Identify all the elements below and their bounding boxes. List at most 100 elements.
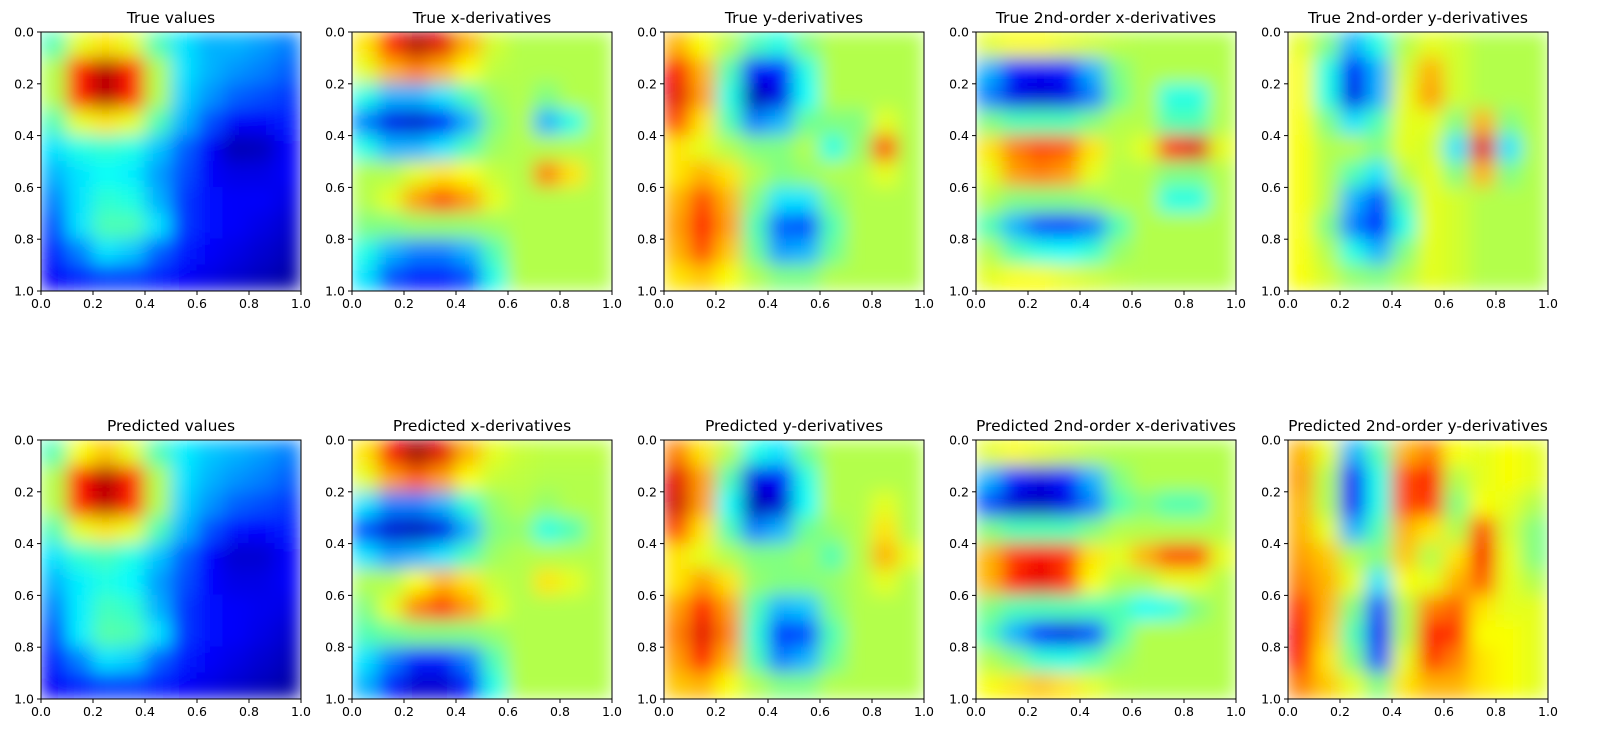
x-tick-label: 1.0 — [914, 296, 934, 311]
heatmap-cell — [767, 646, 795, 674]
heatmap-cell — [871, 83, 899, 111]
heatmap-cell — [92, 57, 120, 85]
heatmap-cell — [871, 264, 899, 291]
x-tick-label: 0.8 — [239, 704, 259, 719]
heatmap-cell — [559, 646, 587, 674]
heatmap-cell — [274, 264, 301, 291]
y-tick-label: 0.8 — [14, 232, 34, 247]
heatmap-cell — [741, 57, 769, 85]
heatmap-cell — [1183, 57, 1211, 85]
axes-frame — [975, 31, 1237, 292]
x-tick-label: 0.2 — [706, 704, 726, 719]
heatmap-cell — [1443, 161, 1471, 188]
heatmap-cell — [871, 238, 899, 266]
heatmap-cell — [455, 264, 483, 291]
heatmap-cell — [429, 264, 457, 291]
heatmap-cell — [1417, 135, 1445, 162]
heatmap-cell — [1001, 186, 1029, 214]
heatmap-cell — [352, 57, 379, 85]
heatmap-cell — [1521, 440, 1548, 467]
heatmap-cell — [689, 238, 717, 266]
heatmap-cell — [897, 212, 924, 240]
heatmap-cell — [1313, 646, 1341, 674]
heatmap-cell — [1313, 135, 1341, 162]
heatmap-cell — [403, 491, 431, 519]
y-tick-label: 0.2 — [14, 76, 34, 91]
heatmap-cell — [793, 32, 821, 59]
heatmap-cell — [403, 440, 431, 467]
heatmap-cell — [41, 83, 68, 111]
heatmap-cell — [1209, 161, 1236, 188]
heatmap-cell — [352, 440, 379, 467]
heatmap-cell — [1209, 569, 1236, 596]
heatmap-cell — [1288, 440, 1315, 467]
heatmap-cell — [170, 161, 198, 188]
heatmap-cell — [741, 620, 769, 648]
heatmap-cell — [819, 135, 847, 162]
heatmap — [352, 440, 612, 699]
heatmap-cell — [377, 135, 405, 162]
heatmap — [1288, 32, 1548, 291]
heatmap-cell — [1288, 57, 1315, 85]
heatmap-cell — [1105, 161, 1133, 188]
heatmap-cell — [248, 672, 276, 699]
heatmap-cell — [1443, 83, 1471, 111]
heatmap-cell — [196, 57, 224, 85]
heatmap-cell — [1469, 620, 1497, 648]
heatmap-cell — [352, 32, 379, 59]
heatmap-cell — [1053, 186, 1081, 214]
heatmap-cell — [689, 594, 717, 622]
heatmap-cell — [92, 646, 120, 674]
y-tick-label: 0.6 — [14, 180, 34, 195]
heatmap-cell — [1521, 32, 1548, 59]
heatmap-cell — [144, 517, 172, 545]
heatmap-cell — [1495, 212, 1523, 240]
heatmap-cell — [1495, 646, 1523, 674]
heatmap-cell — [1157, 32, 1185, 59]
heatmap-cell — [1053, 646, 1081, 674]
axes-frame — [40, 439, 302, 700]
heatmap-cell — [664, 32, 691, 59]
heatmap-cell — [1183, 465, 1211, 493]
heatmap-cell — [352, 569, 379, 596]
heatmap-cell — [1157, 543, 1185, 570]
heatmap-cell — [1313, 491, 1341, 519]
heatmap-cell — [66, 186, 94, 214]
heatmap-cell — [66, 440, 94, 467]
heatmap-cell — [1131, 543, 1159, 570]
heatmap-cell — [1079, 646, 1107, 674]
heatmap-cell — [274, 57, 301, 85]
heatmap-cell — [1105, 491, 1133, 519]
heatmap-cell — [845, 57, 873, 85]
heatmap-cell — [1417, 569, 1445, 596]
heatmap-cell — [1105, 569, 1133, 596]
heatmap-cell — [196, 161, 224, 188]
heatmap-cell — [585, 594, 612, 622]
heatmap-cell — [1495, 543, 1523, 570]
heatmap-cell — [352, 83, 379, 111]
heatmap-cell — [1027, 517, 1055, 545]
heatmap-cell — [1417, 646, 1445, 674]
y-tick-label: 0.6 — [949, 180, 969, 195]
heatmap-cell — [897, 161, 924, 188]
heatmap-cells — [352, 440, 612, 699]
heatmap-cell — [767, 135, 795, 162]
heatmap-cell — [248, 465, 276, 493]
y-tick-label: 1.0 — [949, 284, 969, 299]
heatmap-cell — [1417, 491, 1445, 519]
y-tick-label: 0.6 — [949, 588, 969, 603]
heatmap-cell — [274, 517, 301, 545]
x-tick-label: 0.4 — [1070, 296, 1090, 311]
heatmap-cell — [976, 543, 1003, 570]
heatmap-cell — [1313, 569, 1341, 596]
heatmap-cell — [845, 543, 873, 570]
heatmap-cell — [118, 569, 146, 596]
heatmap-cell — [377, 440, 405, 467]
heatmap-cell — [741, 517, 769, 545]
heatmap-cell — [377, 161, 405, 188]
heatmap-cell — [377, 646, 405, 674]
heatmap-cell — [533, 135, 561, 162]
heatmap-cell — [429, 83, 457, 111]
heatmap-cell — [144, 57, 172, 85]
heatmap-cell — [664, 264, 691, 291]
